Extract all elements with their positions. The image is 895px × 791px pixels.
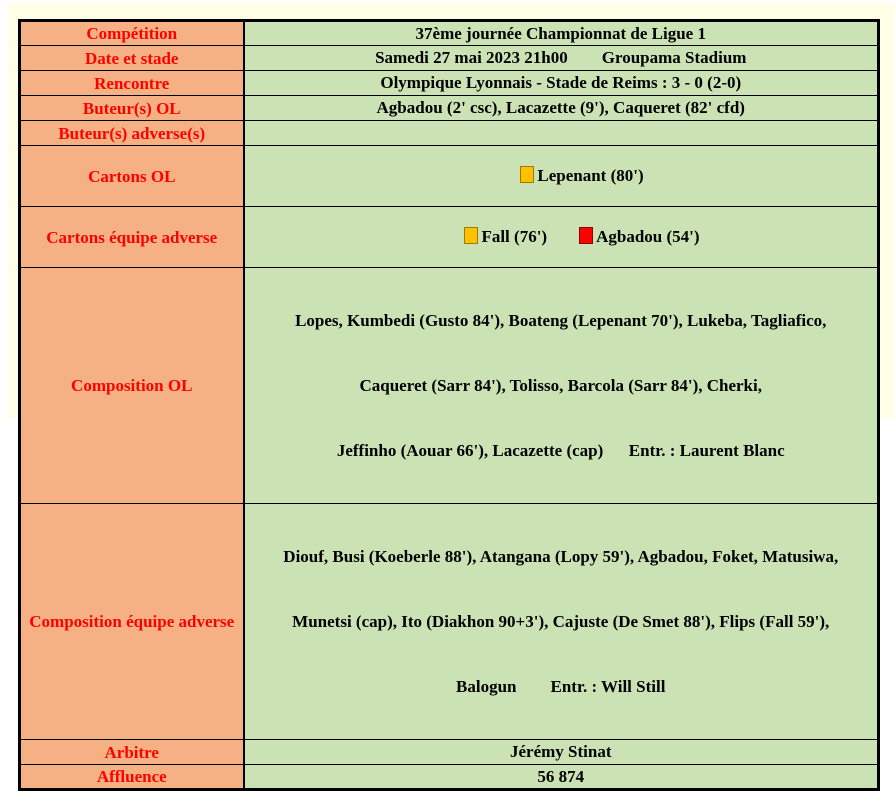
row-value-rencontre: Olympique Lyonnais - Stade de Reims : 3 … bbox=[243, 70, 879, 96]
row-label-cartons-ol: Cartons OL bbox=[19, 145, 245, 207]
row-label-affluence: Affluence bbox=[19, 764, 245, 790]
row-value-buteurs-ol: Agbadou (2' csc), Lacazette (9'), Caquer… bbox=[243, 95, 879, 121]
row-label-arbitre: Arbitre bbox=[19, 739, 245, 765]
row-buteurs-adverse: Buteur(s) adverse(s) bbox=[19, 120, 879, 146]
compo-line: Munetsi (cap), Ito (Diakhon 90+3'), Caju… bbox=[292, 612, 830, 631]
row-cartons-adverse: Cartons équipe adverse Fall (76') Agbadou… bbox=[19, 206, 879, 268]
compo-line: Balogun Entr. : Will Still bbox=[456, 677, 666, 696]
row-label-compo-adverse: Composition équipe adverse bbox=[19, 503, 245, 740]
yellow-card-icon bbox=[520, 166, 535, 183]
row-label-buteurs-ol: Buteur(s) OL bbox=[19, 95, 245, 121]
row-label-compo-ol: Composition OL bbox=[19, 267, 245, 504]
yellow-card-icon bbox=[464, 227, 479, 244]
row-value-competition: 37ème journée Championnat de Ligue 1 bbox=[243, 20, 879, 46]
row-date-stade: Date et stade Samedi 27 mai 2023 21h00 G… bbox=[19, 45, 879, 71]
page-background: Compétition 37ème journée Championnat de… bbox=[8, 3, 895, 791]
card-entry: Fall (76') bbox=[464, 227, 547, 247]
row-competition: Compétition 37ème journée Championnat de… bbox=[19, 20, 879, 46]
row-rencontre: Rencontre Olympique Lyonnais - Stade de … bbox=[19, 70, 879, 96]
row-value-affluence: 56 874 bbox=[243, 764, 879, 790]
compo-line: Jeffinho (Aouar 66'), Lacazette (cap) En… bbox=[336, 441, 785, 460]
compo-line: Diouf, Busi (Koeberle 88'), Atangana (Lo… bbox=[283, 547, 839, 566]
row-label-date-stade: Date et stade bbox=[19, 45, 245, 71]
card-entry-text: Fall (76') bbox=[481, 227, 548, 246]
row-value-cartons-ol: Lepenant (80') bbox=[243, 145, 879, 207]
row-affluence: Affluence 56 874 bbox=[19, 764, 879, 790]
card-entry: Lepenant (80') bbox=[520, 166, 644, 186]
row-value-buteurs-adverse bbox=[243, 120, 879, 146]
row-label-competition: Compétition bbox=[19, 20, 245, 46]
row-value-arbitre: Jérémy Stinat bbox=[243, 739, 879, 765]
compo-line: Caqueret (Sarr 84'), Tolisso, Barcola (S… bbox=[359, 376, 763, 395]
row-cartons-ol: Cartons OL Lepenant (80') bbox=[19, 145, 879, 207]
card-entry-text: Lepenant (80') bbox=[537, 166, 644, 185]
card-entry: Agbadou (54') bbox=[579, 227, 700, 247]
row-buteurs-ol: Buteur(s) OL Agbadou (2' csc), Lacazette… bbox=[19, 95, 879, 121]
row-value-cartons-adverse: Fall (76') Agbadou (54') bbox=[243, 206, 879, 268]
row-label-cartons-adverse: Cartons équipe adverse bbox=[19, 206, 245, 268]
row-arbitre: Arbitre Jérémy Stinat bbox=[19, 739, 879, 765]
row-compo-adverse: Composition équipe adverse Diouf, Busi (… bbox=[19, 503, 879, 740]
compo-line: Lopes, Kumbedi (Gusto 84'), Boateng (Lep… bbox=[295, 311, 827, 330]
red-card-icon bbox=[579, 227, 594, 244]
card-entry-text: Agbadou (54') bbox=[596, 227, 700, 246]
row-label-buteurs-adverse: Buteur(s) adverse(s) bbox=[19, 120, 245, 146]
match-info-table: Compétition 37ème journée Championnat de… bbox=[18, 19, 880, 791]
row-value-compo-ol: Lopes, Kumbedi (Gusto 84'), Boateng (Lep… bbox=[243, 267, 879, 504]
row-value-date-stade: Samedi 27 mai 2023 21h00 Groupama Stadiu… bbox=[243, 45, 879, 71]
row-value-compo-adverse: Diouf, Busi (Koeberle 88'), Atangana (Lo… bbox=[243, 503, 879, 740]
row-label-rencontre: Rencontre bbox=[19, 70, 245, 96]
row-compo-ol: Composition OL Lopes, Kumbedi (Gusto 84'… bbox=[19, 267, 879, 504]
